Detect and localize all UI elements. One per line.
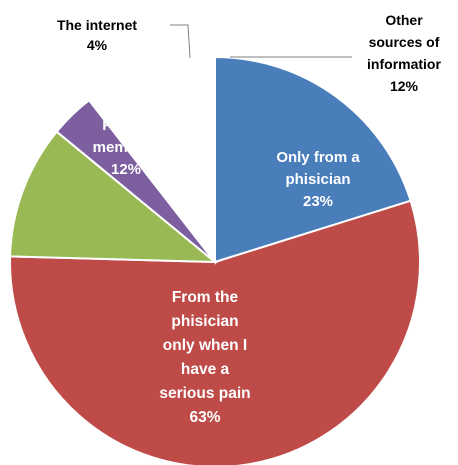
pie-slice-5 — [87, 55, 216, 265]
data-label-3-line-3: 12% — [111, 161, 141, 178]
data-label-5-line-2: sources of — [369, 34, 440, 50]
data-label-2: From the phisician only when I have a seriou… — [159, 289, 250, 426]
data-label-2-line-6: 63% — [189, 409, 220, 426]
data-label-3-line-2: members — [93, 139, 160, 156]
data-label-3: Family members 12% — [93, 117, 160, 178]
data-label-1-line-1: Only from a — [276, 149, 360, 166]
data-label-1-line-2: phisician — [285, 171, 350, 188]
pie-slice-3 — [9, 130, 218, 264]
data-label-5-line-3: informatior — [367, 56, 441, 72]
data-label-5-line-4: 12% — [390, 78, 419, 94]
data-label-2-line-5: serious pain — [159, 385, 250, 402]
data-label-4-line-2: 4% — [87, 37, 108, 53]
data-label-1: Only from a phisician 23% — [276, 149, 360, 210]
pie-slice-2 — [9, 199, 421, 465]
data-label-3-line-1: Family — [102, 117, 150, 134]
data-label-4: The internet 4% — [57, 17, 137, 53]
pie-slice-1 — [214, 55, 412, 264]
data-label-2-line-1: From the — [172, 289, 239, 306]
data-label-5-line-1: Other — [385, 12, 423, 28]
data-label-5: Other sources of informatior 12% — [367, 12, 441, 94]
data-label-2-line-4: have a — [181, 361, 230, 378]
data-label-2-line-3: only when I — [163, 337, 247, 354]
leader-line-internet — [170, 24, 191, 59]
data-label-1-line-3: 23% — [303, 193, 333, 210]
data-label-2-line-2: phisician — [171, 313, 238, 330]
data-label-4-line-1: The internet — [57, 17, 137, 33]
